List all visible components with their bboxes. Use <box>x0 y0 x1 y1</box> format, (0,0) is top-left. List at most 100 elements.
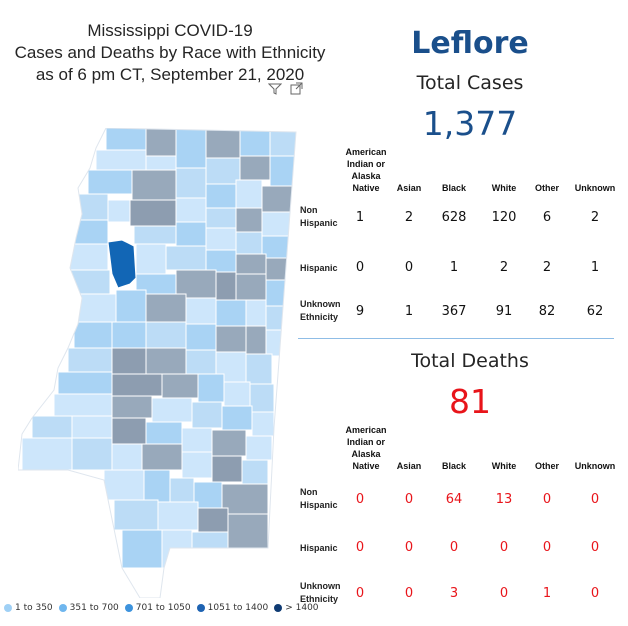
county-shape[interactable] <box>67 347 113 373</box>
county-shape[interactable] <box>145 128 177 157</box>
county-shape[interactable] <box>211 455 243 483</box>
county-shape[interactable] <box>95 149 147 171</box>
county-shape[interactable] <box>145 421 183 445</box>
county-shape[interactable] <box>197 373 225 403</box>
county-shape[interactable] <box>205 227 237 251</box>
county-shape[interactable] <box>151 397 193 423</box>
county-shape[interactable] <box>143 469 171 503</box>
county-shape[interactable] <box>133 225 177 245</box>
county-shape[interactable] <box>111 443 143 471</box>
county-shape[interactable] <box>227 513 269 549</box>
county-shape[interactable] <box>205 249 237 273</box>
county-shape[interactable] <box>111 373 163 397</box>
county-shape[interactable] <box>75 293 117 323</box>
county-shape[interactable] <box>215 325 247 353</box>
county-shape[interactable] <box>161 529 193 569</box>
county-shape[interactable] <box>103 469 145 501</box>
county-shape[interactable] <box>251 411 275 437</box>
county-shape[interactable] <box>261 235 298 259</box>
county-shape[interactable] <box>197 507 229 533</box>
focus-mode-icon[interactable] <box>290 82 304 96</box>
county-shape[interactable] <box>111 347 147 375</box>
county-shape[interactable] <box>205 207 237 229</box>
county-shape[interactable] <box>245 435 273 461</box>
county-shape[interactable] <box>175 221 207 247</box>
county-shape[interactable] <box>135 243 167 275</box>
county-shape[interactable] <box>215 299 247 327</box>
county-shape[interactable] <box>211 429 247 457</box>
county-shape[interactable] <box>245 325 267 355</box>
county-shape[interactable] <box>111 417 147 445</box>
county-shape[interactable] <box>261 185 298 213</box>
county-shape[interactable] <box>193 481 223 509</box>
county-shape[interactable] <box>161 373 199 399</box>
county-shape[interactable] <box>69 269 111 295</box>
county-shape[interactable] <box>21 437 73 471</box>
county-shape[interactable] <box>73 321 113 349</box>
county-shape[interactable] <box>249 383 275 413</box>
county-shape[interactable] <box>141 443 183 471</box>
county-shape[interactable] <box>105 128 147 151</box>
county-shape[interactable] <box>111 321 147 349</box>
county-shape[interactable] <box>31 415 73 439</box>
county-shape[interactable] <box>241 459 269 485</box>
county-shape[interactable] <box>181 451 213 479</box>
county-shape[interactable] <box>115 289 147 323</box>
county-shape[interactable] <box>71 415 113 439</box>
county-shape[interactable] <box>175 128 207 169</box>
county-shape[interactable] <box>235 179 263 209</box>
county-shape[interactable] <box>245 353 273 385</box>
county-shape[interactable] <box>175 269 217 299</box>
county-shape[interactable] <box>107 199 131 223</box>
county-shape[interactable] <box>265 279 298 307</box>
county-shape[interactable] <box>245 299 267 327</box>
county-shape[interactable] <box>71 437 113 471</box>
county-shape[interactable] <box>145 293 187 323</box>
county-shape[interactable] <box>121 529 163 569</box>
county-shape[interactable] <box>157 501 199 531</box>
county-shape[interactable] <box>131 169 177 201</box>
county-shape[interactable] <box>223 381 251 407</box>
county-shape[interactable] <box>175 197 207 223</box>
county-shape[interactable] <box>111 395 153 419</box>
county-shape[interactable] <box>57 371 113 395</box>
county-shape[interactable] <box>69 243 109 271</box>
column-header: Other <box>534 461 559 471</box>
county-shape[interactable] <box>145 321 187 349</box>
county-shape[interactable] <box>221 483 269 515</box>
county-shape[interactable] <box>205 183 237 209</box>
county-shape[interactable] <box>269 155 298 187</box>
county-shape[interactable] <box>185 297 217 325</box>
county-shape[interactable] <box>87 169 133 195</box>
county-shape[interactable] <box>261 211 298 237</box>
county-shape[interactable] <box>265 329 298 357</box>
legend-dot <box>196 604 205 612</box>
county-shape[interactable] <box>185 323 217 351</box>
county-shape[interactable] <box>235 207 263 233</box>
county-shape[interactable] <box>113 499 159 531</box>
county-shape[interactable] <box>185 349 217 375</box>
county-shape[interactable] <box>145 347 187 375</box>
county-shape[interactable] <box>239 128 271 157</box>
county-shape[interactable] <box>53 393 113 417</box>
county-shape[interactable] <box>191 531 229 549</box>
county-shape[interactable] <box>235 231 263 255</box>
county-shape[interactable] <box>215 271 237 301</box>
filter-icon[interactable] <box>267 82 283 96</box>
county-shape[interactable] <box>205 157 241 185</box>
county-shape[interactable] <box>181 427 213 453</box>
county-shape[interactable] <box>191 401 223 429</box>
county-shape[interactable] <box>235 273 267 301</box>
leflore-county[interactable] <box>107 239 137 289</box>
county-shape[interactable] <box>175 167 207 199</box>
county-shape[interactable] <box>235 253 267 275</box>
county-shape[interactable] <box>129 199 177 227</box>
county-shape[interactable] <box>221 405 253 431</box>
county-shape[interactable] <box>239 155 271 181</box>
county-shape[interactable] <box>269 128 298 157</box>
county-shape[interactable] <box>165 245 207 271</box>
county-shape[interactable] <box>77 193 109 221</box>
table-cell: 1 <box>404 304 414 319</box>
county-shape[interactable] <box>205 128 241 159</box>
county-shape[interactable] <box>265 257 298 281</box>
